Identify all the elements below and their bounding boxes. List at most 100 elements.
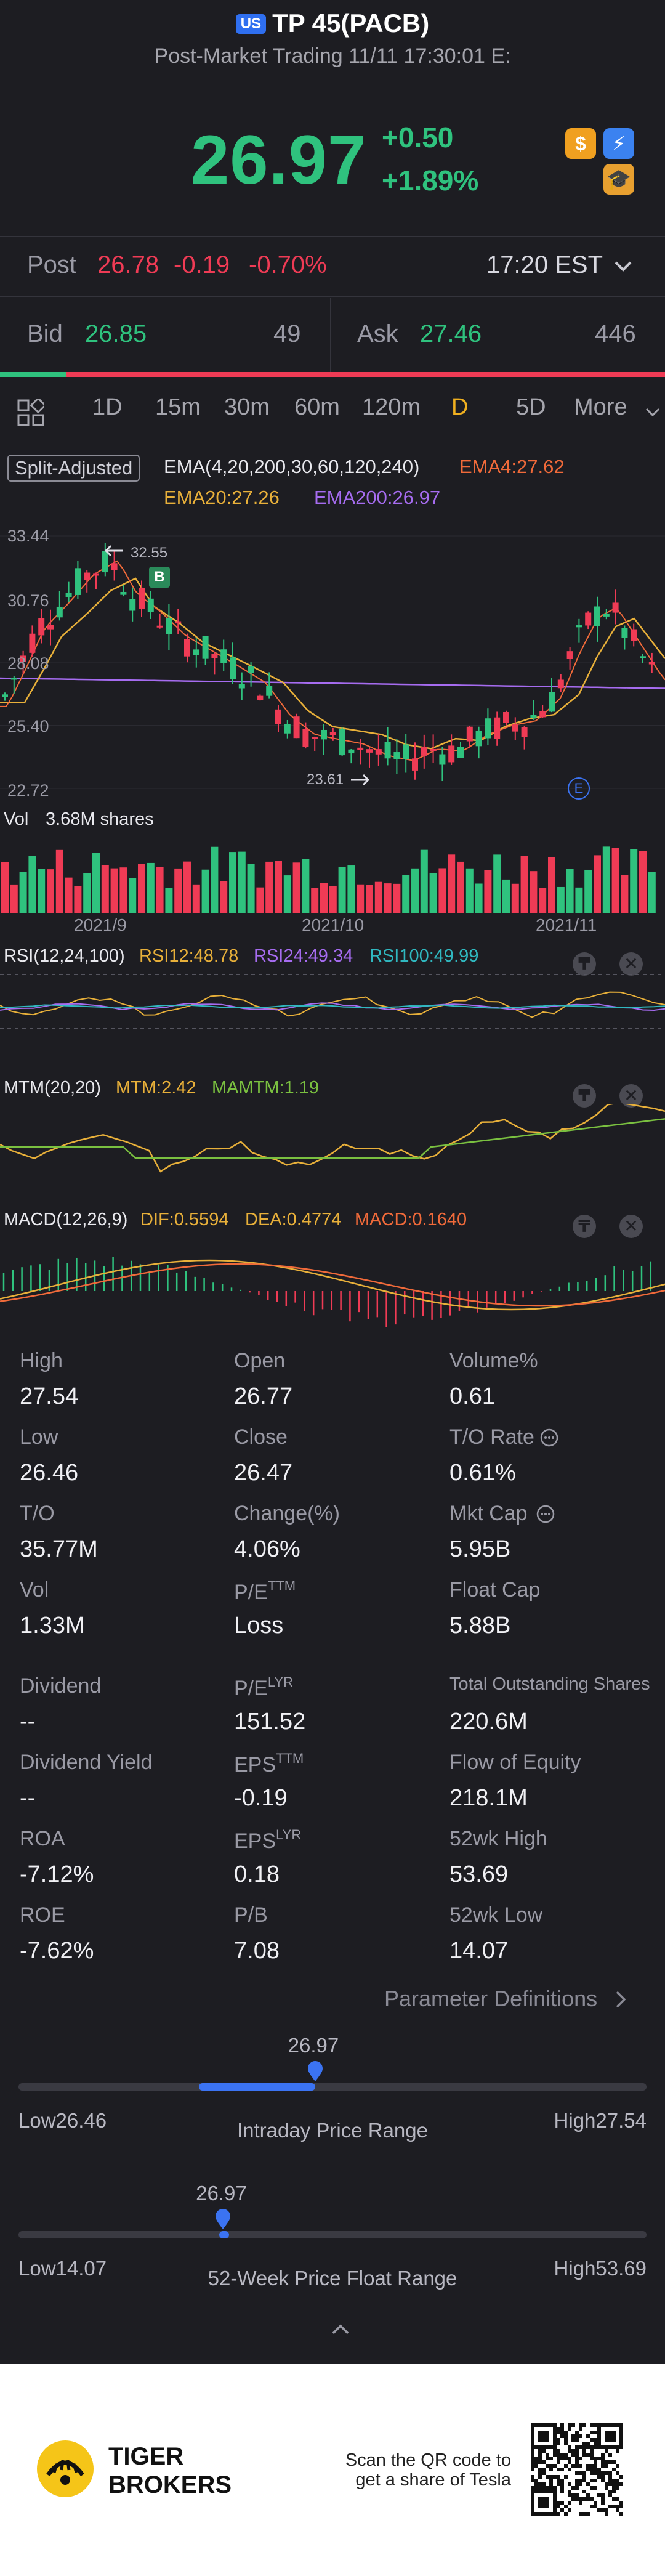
- qr-module: [560, 2434, 564, 2438]
- ema20-value: EMA20:27.26: [164, 487, 280, 508]
- qr-module: [601, 2497, 605, 2501]
- volume-bar: [539, 888, 547, 913]
- qr-module: [575, 2464, 579, 2468]
- chevron-down-icon[interactable]: [613, 259, 633, 273]
- academy-icon[interactable]: 🎓: [603, 164, 634, 195]
- chevron-up-icon[interactable]: [331, 2323, 350, 2336]
- qr-module: [538, 2434, 542, 2438]
- qr-module: [531, 2508, 534, 2512]
- tab-daily[interactable]: D: [451, 394, 469, 420]
- post-time[interactable]: 17:20 EST: [486, 251, 603, 278]
- qr-module: [594, 2431, 597, 2434]
- qr-module: [605, 2482, 608, 2486]
- qr-module: [608, 2490, 612, 2493]
- qr-module: [575, 2486, 579, 2490]
- volume-bar: [548, 857, 555, 913]
- qr-module: [601, 2471, 605, 2475]
- stat-label: P/ELYR: [234, 1674, 293, 1700]
- qr-module: [608, 2471, 612, 2475]
- volume-bar: [511, 883, 519, 913]
- stat-label: Volume%: [449, 1349, 538, 1372]
- close-icon[interactable]: ✕: [619, 1215, 643, 1238]
- volume-chart[interactable]: [0, 832, 665, 913]
- settings-icon[interactable]: ₸: [573, 952, 596, 976]
- earnings-marker[interactable]: E: [568, 777, 590, 800]
- qr-module: [590, 2457, 594, 2460]
- qr-module: [594, 2442, 597, 2445]
- macd-chart[interactable]: [0, 1236, 665, 1328]
- rsi24-value: RSI24:49.34: [254, 946, 353, 966]
- grid-icon[interactable]: [17, 399, 44, 426]
- qr-module: [557, 2482, 560, 2486]
- ask-price: 27.46: [420, 320, 482, 347]
- qr-module: [546, 2431, 549, 2434]
- qr-module: [549, 2490, 553, 2493]
- chevron-down-icon[interactable]: [645, 407, 660, 418]
- volume-bar: [366, 885, 373, 913]
- qr-module: [568, 2508, 571, 2512]
- parameter-definitions-link[interactable]: Parameter Definitions: [384, 1986, 598, 2011]
- stat-label: Dividend: [20, 1674, 102, 1698]
- info-icon[interactable]: [536, 1504, 555, 1524]
- stat-value: 53.69: [449, 1861, 509, 1887]
- ema4-value: EMA4:27.62: [459, 456, 565, 477]
- candle-body: [166, 617, 172, 634]
- settings-icon[interactable]: ₸: [573, 1215, 596, 1238]
- qr-module: [608, 2423, 612, 2427]
- qr-module: [616, 2508, 619, 2512]
- info-icon[interactable]: [539, 1428, 559, 1448]
- qr-module: [568, 2460, 571, 2464]
- candle-body: [339, 729, 345, 756]
- stat-value: -7.12%: [20, 1861, 94, 1887]
- qr-module: [605, 2445, 608, 2449]
- tab-120m[interactable]: 120m: [362, 394, 421, 420]
- qr-module: [568, 2423, 571, 2427]
- buy-marker[interactable]: B: [149, 567, 170, 588]
- volume-bar: [220, 881, 228, 913]
- qr-module: [546, 2505, 549, 2508]
- dea-line: [0, 1263, 665, 1307]
- mamtm-line: [0, 1118, 665, 1159]
- qr-module: [608, 2475, 612, 2479]
- qr-module: [586, 2434, 590, 2438]
- candle-body: [366, 749, 373, 753]
- qr-module: [597, 2438, 601, 2442]
- tab-more[interactable]: More: [574, 394, 627, 420]
- stat-label: Open: [234, 1349, 286, 1372]
- close-icon[interactable]: ✕: [619, 952, 643, 976]
- settings-icon[interactable]: ₸: [573, 1084, 596, 1108]
- mtm-chart[interactable]: [0, 1104, 665, 1184]
- qr-module: [538, 2471, 542, 2475]
- dollar-icon[interactable]: $: [565, 128, 596, 159]
- tab-5d[interactable]: 5D: [516, 394, 546, 420]
- qr-module: [549, 2479, 553, 2482]
- candlestick-chart[interactable]: [0, 517, 665, 801]
- volume-bar: [374, 881, 382, 913]
- flash-icon[interactable]: ⚡: [603, 128, 634, 159]
- tab-60m[interactable]: 60m: [294, 394, 340, 420]
- qr-text-line2: get a share of Tesla: [355, 2470, 511, 2490]
- candle-body: [111, 563, 118, 570]
- qr-module: [586, 2482, 590, 2486]
- qr-module: [557, 2427, 560, 2431]
- qr-module: [605, 2460, 608, 2464]
- stat-value: 0.61%: [449, 1460, 516, 1486]
- divider: [330, 298, 331, 372]
- qr-module: [597, 2468, 601, 2471]
- stat-label: 52wk Low: [449, 1903, 543, 1927]
- chevron-right-icon[interactable]: [615, 1990, 628, 2009]
- qr-module: [531, 2445, 534, 2449]
- qr-module: [605, 2471, 608, 2475]
- tab-1d[interactable]: 1D: [92, 394, 123, 420]
- stat-label: Flow of Equity: [449, 1751, 581, 1774]
- split-adjusted-chip[interactable]: Split-Adjusted: [7, 455, 140, 482]
- tab-30m[interactable]: 30m: [224, 394, 270, 420]
- qr-module: [597, 2508, 601, 2512]
- rsi-chart[interactable]: [0, 970, 665, 1043]
- tab-15m[interactable]: 15m: [155, 394, 201, 420]
- volume-bar: [402, 875, 410, 913]
- candle-body: [230, 657, 236, 680]
- qr-module: [575, 2434, 579, 2438]
- qr-module: [531, 2490, 534, 2493]
- qr-module: [582, 2497, 586, 2501]
